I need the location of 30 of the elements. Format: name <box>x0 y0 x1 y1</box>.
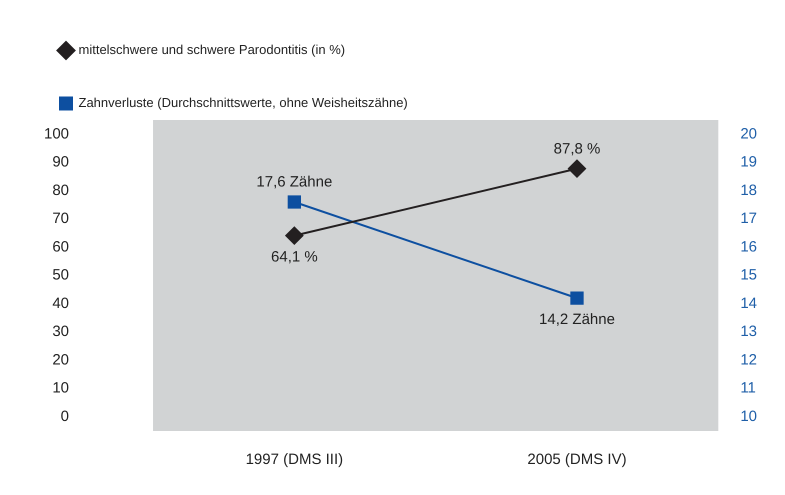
y-tick-label: 60 <box>52 238 70 256</box>
y2-tick-label: 18 <box>740 182 758 199</box>
y-tick-label: 0 <box>60 408 70 426</box>
y-tick-label: 70 <box>52 210 70 228</box>
y2-tick-label: 19 <box>740 154 758 171</box>
y-tick-label: 100 <box>44 125 70 142</box>
y2-tick-label: 11 <box>740 380 756 397</box>
x-tick-label: 2005 (DMS IV) <box>527 451 627 468</box>
y2-tick-label: 10 <box>740 408 758 426</box>
y-tick-label: 40 <box>52 294 70 312</box>
data-label: 87,8 % <box>554 140 600 158</box>
y2-tick-label: 17 <box>740 210 758 228</box>
legend-label: mittelschwere und schwere Parodontitis (in %) <box>78 42 346 58</box>
legend-label: Zahnverluste (Durchschnittswerte, ohne Weisheitszähne) <box>78 95 408 110</box>
y2-tick-label: 15 <box>740 266 758 284</box>
y-tick-label: 20 <box>52 351 70 368</box>
y2-tick-label: 16 <box>740 238 758 256</box>
y-tick-label: 30 <box>52 323 70 340</box>
y-tick-label: 80 <box>52 182 70 199</box>
data-label: 17,6 Zähne <box>256 174 332 191</box>
y2-tick-label: 13 <box>740 323 758 340</box>
y2-tick-label: 20 <box>740 125 758 142</box>
x-tick-label: 1997 (DMS III) <box>246 451 344 468</box>
data-label: 14,2 Zähne <box>539 310 615 328</box>
y2-tick-label: 12 <box>740 351 758 368</box>
y-tick-label: 90 <box>52 154 70 171</box>
y-tick-label: 10 <box>52 380 70 397</box>
y-tick-label: 50 <box>52 266 70 284</box>
y2-tick-label: 14 <box>740 294 758 312</box>
data-label: 64,1 % <box>270 248 318 266</box>
